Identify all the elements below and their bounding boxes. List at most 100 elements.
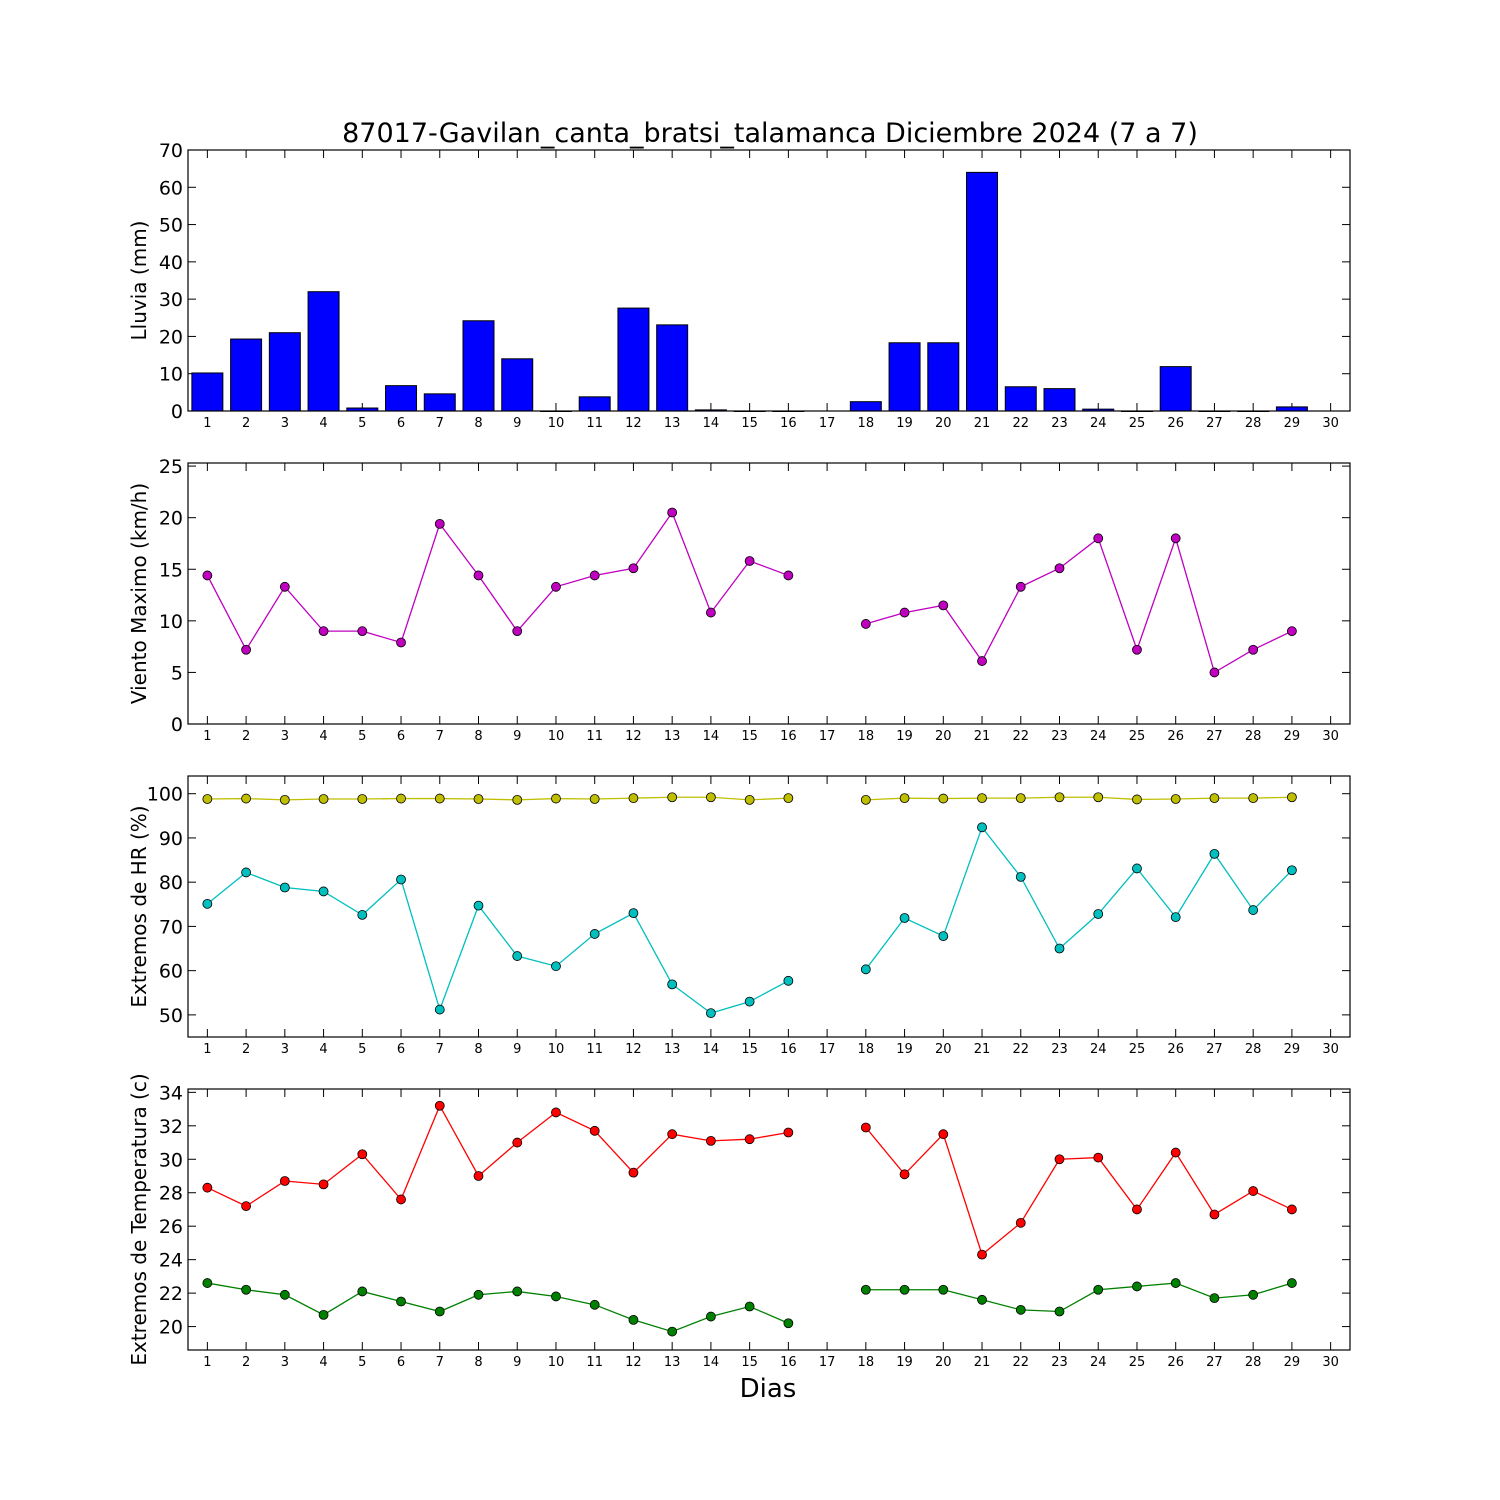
temp-series-1-point-day-13 <box>667 1326 678 1337</box>
rh-series-1-point-day-20 <box>938 931 949 942</box>
wind-xtick-label: 23 <box>1051 729 1068 744</box>
wind-ytick-label: 5 <box>171 662 183 684</box>
rh-series-0-point-day-25 <box>1132 794 1142 805</box>
rh-series-0-point-day-7 <box>434 793 445 804</box>
wind-xtick-label: 2 <box>242 729 250 744</box>
rh-series-1-point-day-23 <box>1054 943 1065 954</box>
rh-xtick-label: 23 <box>1051 1042 1068 1057</box>
rh-series-0-point-day-15 <box>744 794 755 805</box>
rh-xtick-label: 1 <box>203 1042 211 1057</box>
rain-bar-day-8 <box>462 320 495 412</box>
wind-series-0-point-day-1 <box>202 570 213 581</box>
wind-xtick-label: 21 <box>974 729 991 744</box>
rh-series-0-point-day-12 <box>628 793 639 804</box>
rain-bar-day-21 <box>966 171 999 412</box>
wind-series-0-point-day-16 <box>783 570 794 581</box>
rh-xtick-label: 5 <box>358 1042 366 1057</box>
wind-y-axis-label: Viento Maximo (km/h) <box>127 483 151 704</box>
chart-title: 87017-Gavilan_canta_bratsi_talamanca Dic… <box>342 118 1198 149</box>
rh-xtick-label: 24 <box>1090 1042 1107 1057</box>
rh-series-1-point-day-26 <box>1170 912 1181 923</box>
rh-series-1-point-day-1 <box>202 898 213 909</box>
temp-series-0-point-day-14 <box>706 1135 716 1146</box>
temp-series-1-point-day-7 <box>434 1306 445 1317</box>
temp-xtick-label: 21 <box>974 1355 991 1370</box>
rh-xtick-label: 3 <box>281 1042 289 1057</box>
rain-xtick-label: 30 <box>1322 416 1339 431</box>
temp-series-1-point-day-14 <box>706 1311 716 1322</box>
rh-series-0-point-day-8 <box>473 794 484 804</box>
temp-series-0-point-day-18 <box>860 1122 871 1133</box>
temp-xtick-label: 5 <box>358 1355 366 1370</box>
rain-bar-day-3 <box>268 332 301 412</box>
rain-ytick-label: 30 <box>159 289 183 311</box>
rh-series-0-point-day-20 <box>938 793 949 804</box>
rh-series-1-point-day-15 <box>744 996 755 1007</box>
rh-series-1-point-day-13 <box>667 979 678 990</box>
rh-series-0-line <box>865 796 1292 801</box>
temp-xtick-label: 3 <box>281 1355 289 1370</box>
temp-xtick-label: 11 <box>586 1355 603 1370</box>
rain-bar-day-7 <box>423 393 456 412</box>
rain-bar-day-22 <box>1004 386 1037 412</box>
temp-xtick-label: 4 <box>319 1355 327 1370</box>
rh-xtick-label: 12 <box>625 1042 642 1057</box>
wind-series-0-point-day-8 <box>473 570 484 581</box>
temp-series-0-point-day-23 <box>1054 1154 1065 1165</box>
wind-series-0-line <box>865 536 1293 674</box>
temp-series-1-point-day-24 <box>1093 1284 1104 1295</box>
wind-xtick-label: 30 <box>1322 729 1339 744</box>
rh-ytick-label: 70 <box>159 916 183 938</box>
rain-bar-day-19 <box>888 342 921 412</box>
rh-ytick-label: 50 <box>159 1005 183 1027</box>
rh-series-0-point-day-3 <box>279 794 290 805</box>
rh-series-0-point-day-11 <box>589 794 600 804</box>
rain-bar-day-18 <box>849 401 882 412</box>
wind-xtick-label: 19 <box>896 729 913 744</box>
temp-series-0-point-day-29 <box>1287 1204 1297 1215</box>
temp-series-1-point-day-26 <box>1170 1278 1181 1288</box>
wind-xtick-label: 6 <box>397 729 405 744</box>
temp-series-0-point-day-5 <box>357 1149 368 1160</box>
rh-xtick-label: 19 <box>896 1042 913 1057</box>
temp-series-0-point-day-26 <box>1170 1147 1181 1158</box>
rh-series-0-point-day-23 <box>1054 792 1065 803</box>
temp-series-1-point-day-11 <box>589 1299 600 1310</box>
rain-xtick-label: 6 <box>397 416 405 431</box>
rain-xtick-label: 23 <box>1051 416 1068 431</box>
rh-xtick-label: 8 <box>474 1042 482 1057</box>
wind-series-0-point-day-18 <box>860 619 871 629</box>
rh-xtick-label: 18 <box>858 1042 875 1057</box>
rh-series-1-point-day-4 <box>318 886 329 897</box>
temp-xtick-label: 1 <box>203 1355 211 1370</box>
wind-xtick-label: 8 <box>474 729 482 744</box>
wind-ytick-label: 15 <box>159 559 183 581</box>
rain-ytick-label: 10 <box>159 364 183 386</box>
temp-series-0-point-day-21 <box>977 1249 987 1260</box>
temp-series-1-point-day-18 <box>860 1284 871 1295</box>
temp-series-0-point-day-24 <box>1093 1152 1104 1163</box>
rh-xtick-label: 30 <box>1322 1042 1339 1057</box>
rh-series-0-point-day-28 <box>1248 793 1259 804</box>
rain-xtick-label: 16 <box>780 416 797 431</box>
rh-xtick-label: 21 <box>974 1042 991 1057</box>
rain-xtick-label: 22 <box>1012 416 1029 431</box>
rh-y-axis-label: Extremos de HR (%) <box>127 805 151 1007</box>
temp-plot-frame <box>187 1088 1351 1351</box>
rain-ytick-label: 60 <box>159 177 183 199</box>
rain-xtick-label: 17 <box>819 416 836 431</box>
rain-ytick-label: 70 <box>159 140 183 162</box>
wind-xtick-label: 17 <box>819 729 836 744</box>
temp-series-0-point-day-25 <box>1132 1204 1142 1215</box>
temp-series-0-point-day-11 <box>589 1125 600 1136</box>
rain-xtick-label: 9 <box>513 416 521 431</box>
rh-series-0-point-day-10 <box>551 793 561 804</box>
rain-bar-day-20 <box>927 342 960 412</box>
rain-ytick-label: 0 <box>171 401 183 423</box>
rain-xtick-label: 4 <box>319 416 327 431</box>
rh-series-0-point-day-13 <box>667 792 678 803</box>
wind-series-0-point-day-23 <box>1054 563 1065 574</box>
